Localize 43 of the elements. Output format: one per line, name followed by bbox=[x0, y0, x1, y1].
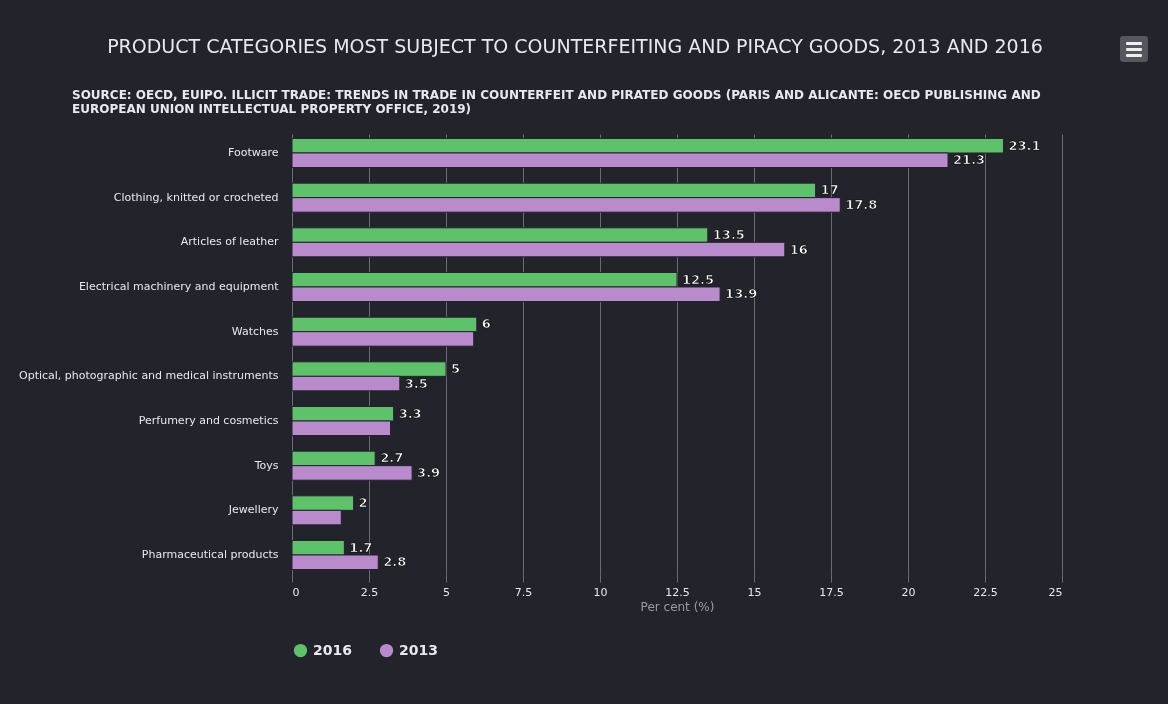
y-tick-label: Toys bbox=[253, 458, 279, 472]
x-tick-label: 15 bbox=[747, 585, 762, 599]
data-label: 2.8 bbox=[383, 554, 407, 570]
data-label: 21.3 bbox=[953, 152, 986, 168]
data-label: 17.8 bbox=[845, 196, 878, 212]
y-tick-label: Watches bbox=[231, 324, 279, 338]
data-label: 17 bbox=[820, 182, 839, 198]
source-note: SOURCE: OECD, EUIPO. ILLICIT TRADE: TRENDS IN TRADE IN COUNTERFEIT AND PIRATED GOODS (PARIS AND ALICANTE: OECD PUBLISHING AND EUROPEAN UNION INTELLECTUAL PROPERTY OFFICE, 2019) bbox=[72, 88, 1042, 116]
y-tick-label: Pharmaceutical products bbox=[141, 548, 279, 562]
data-label: 5 bbox=[451, 361, 461, 377]
data-label: 23.1 bbox=[1008, 137, 1041, 153]
x-tick-label: 22.5 bbox=[973, 585, 998, 599]
x-tick-label: 5 bbox=[443, 585, 450, 599]
chart-title: PRODUCT CATEGORIES MOST SUBJECT TO COUNTERFEITING AND PIRACY GOODS, 2013 AND 2016 bbox=[106, 34, 1044, 58]
x-tick-label: 10 bbox=[593, 585, 608, 599]
x-tick-label: 2.5 bbox=[360, 585, 379, 599]
data-label: 2 bbox=[358, 495, 368, 511]
x-tick-label: 12.5 bbox=[665, 585, 690, 599]
y-tick-label: Perfumery and cosmetics bbox=[138, 414, 279, 428]
data-label: 3.9 bbox=[417, 464, 441, 480]
data-label: 6 bbox=[481, 316, 491, 332]
x-tick-label: 20 bbox=[901, 585, 916, 599]
y-tick-label: Optical, photographic and medical instruments bbox=[19, 369, 279, 383]
y-tick-label: Footware bbox=[228, 145, 279, 159]
y-tick-label: Articles of leather bbox=[180, 235, 279, 249]
data-label: 2.7 bbox=[380, 450, 404, 466]
x-tick-label: 0 bbox=[292, 585, 300, 599]
data-label: 13.9 bbox=[725, 286, 758, 302]
x-axis-title: Per cent (%) bbox=[640, 599, 715, 614]
data-label: 3.5 bbox=[404, 375, 428, 391]
legend-label: 2016 bbox=[313, 641, 352, 658]
x-tick-label: 7.5 bbox=[514, 585, 533, 599]
x-tick-label: 17.5 bbox=[819, 585, 844, 599]
legend-label: 2013 bbox=[399, 641, 438, 658]
y-tick-label: Clothing, knitted or crocheted bbox=[113, 190, 279, 204]
data-label: 12.5 bbox=[682, 271, 715, 287]
data-label: 3.3 bbox=[398, 405, 422, 421]
data-label: 16 bbox=[789, 241, 808, 257]
data-label: 1.7 bbox=[349, 539, 373, 555]
data-label: 13.5 bbox=[712, 227, 745, 243]
y-tick-label: Electrical machinery and equipment bbox=[78, 279, 280, 293]
x-tick-label: 25 bbox=[1048, 585, 1063, 599]
y-tick-label: Jewellery bbox=[227, 503, 279, 517]
